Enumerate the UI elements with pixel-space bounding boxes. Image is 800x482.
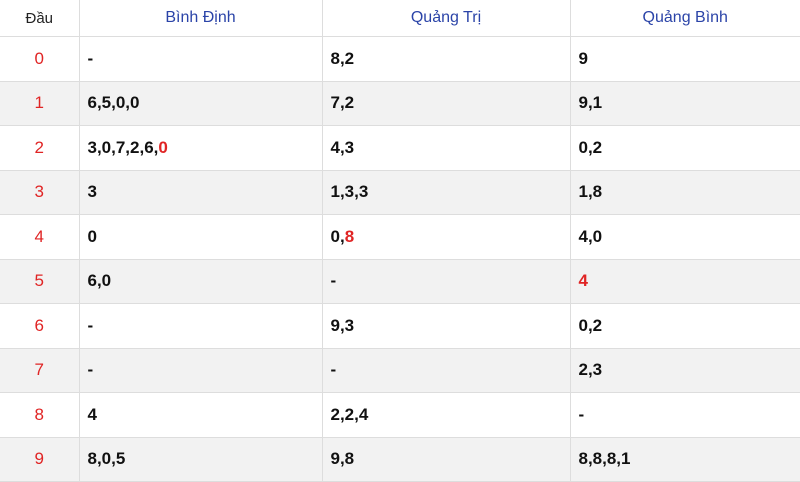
quang-binh-cell: - <box>570 392 800 438</box>
binh-dinh-cell: 8,0,5 <box>79 437 323 482</box>
quang-tri-cell: 7,2 <box>322 81 571 126</box>
table-row: 6- 9,3 0,2 <box>0 303 800 349</box>
binh-dinh-cell: - <box>79 303 323 349</box>
table-row: 8 4 2,2,4 - <box>0 392 800 438</box>
table-row: 1 6,5,0,0 7,2 9,1 <box>0 81 800 126</box>
quang-binh-cell: 1,8 <box>570 170 800 215</box>
quang-tri-cell: 9,3 <box>322 303 571 349</box>
number-text: 0 <box>87 226 97 246</box>
table-row: 7- -2,3 <box>0 348 800 393</box>
quang-binh-cell: 8,8,8,1 <box>570 437 800 482</box>
binh-dinh-cell: 4 <box>79 392 323 438</box>
dau-cell: 3 <box>0 170 80 215</box>
number-text: 8,8,8,1 <box>578 449 631 469</box>
quang-tri-cell: 0,8 <box>322 214 571 260</box>
quang-tri-cell: 2,2,4 <box>322 392 571 438</box>
dau-cell: 9 <box>0 437 80 482</box>
number-text: 7,2 <box>330 93 355 113</box>
number-text: 8,0,5 <box>87 449 126 469</box>
highlighted-number: 8 <box>344 226 355 246</box>
number-text: 9,8 <box>330 449 355 469</box>
number-text: 8,2 <box>330 48 355 68</box>
table-row: 0- 8,2 9 <box>0 36 800 82</box>
quang-tri-cell: 9,8 <box>322 437 571 482</box>
quang-binh-cell: 4 <box>570 259 800 304</box>
table-row: 2 3,0,7,2,6,0 4,3 0,2 <box>0 125 800 171</box>
dau-cell: 2 <box>0 125 80 171</box>
binh-dinh-cell: 0 <box>79 214 323 260</box>
number-text: 3,0,7,2,6, <box>87 137 159 157</box>
quang-binh-cell: 0,2 <box>570 303 800 349</box>
table-row: 5 6,0 - 4 <box>0 259 800 304</box>
header-binh-dinh[interactable]: Bình Định <box>79 0 323 37</box>
header-dau: Đầu <box>0 0 80 37</box>
header-quang-tri[interactable]: Quảng Trị <box>322 0 571 37</box>
number-text: 0,2 <box>578 315 603 335</box>
table-row: 4 0 0,8 4,0 <box>0 214 800 260</box>
number-text: - <box>87 315 94 335</box>
quang-tri-cell: 4,3 <box>322 125 571 171</box>
binh-dinh-cell: - <box>79 36 323 82</box>
number-text: 1,8 <box>578 182 603 202</box>
number-text: 6,0 <box>87 271 112 291</box>
quang-binh-cell: 0,2 <box>570 125 800 171</box>
quang-tri-cell: - <box>322 259 571 304</box>
number-text: - <box>87 48 94 68</box>
number-text: 9,3 <box>330 315 355 335</box>
number-text: 4 <box>87 404 97 424</box>
dau-cell: 1 <box>0 81 80 126</box>
dau-cell: 4 <box>0 214 80 260</box>
number-text: 3 <box>87 182 97 202</box>
table-header-row: Đầu Bình Định Quảng Trị Quảng Bình <box>0 0 800 37</box>
binh-dinh-cell: 6,5,0,0 <box>79 81 323 126</box>
quang-tri-cell: 8,2 <box>322 36 571 82</box>
quang-tri-cell: 1,3,3 <box>322 170 571 215</box>
dau-cell: 5 <box>0 259 80 304</box>
quang-binh-cell: 9 <box>570 36 800 82</box>
number-text: - <box>330 360 337 380</box>
quang-binh-cell: 9,1 <box>570 81 800 126</box>
binh-dinh-cell: 6,0 <box>79 259 323 304</box>
number-text: 6,5,0,0 <box>87 93 140 113</box>
number-text: - <box>578 404 585 424</box>
binh-dinh-cell: 3,0,7,2,6,0 <box>79 125 323 171</box>
number-text: 2,3 <box>578 360 603 380</box>
table-row: 3 3 1,3,3 1,8 <box>0 170 800 215</box>
quang-tri-cell: - <box>322 348 571 393</box>
number-text: 4,0 <box>578 226 603 246</box>
table-body: 0-8,2 9 1 6,5,0,0 7,2 9,1 2 3,0,7,2,6,0 4,3 0,2 3 3… <box>0 36 800 482</box>
quang-binh-cell: 2,3 <box>570 348 800 393</box>
dau-cell: 6 <box>0 303 80 349</box>
number-text: - <box>330 271 337 291</box>
number-text: 2,2,4 <box>330 404 369 424</box>
number-text: 9 <box>578 48 588 68</box>
dau-cell: 8 <box>0 392 80 438</box>
highlighted-number: 4 <box>578 271 588 291</box>
number-text: - <box>87 360 94 380</box>
dau-cell: 7 <box>0 348 80 393</box>
number-text: 4,3 <box>330 137 355 157</box>
binh-dinh-cell: - <box>79 348 323 393</box>
dau-cell: 0 <box>0 36 80 82</box>
table-row: 9 8,0,5 9,8 8,8,8,1 <box>0 437 800 482</box>
number-text: 9,1 <box>578 93 603 113</box>
binh-dinh-cell: 3 <box>79 170 323 215</box>
number-text: 1,3,3 <box>330 182 369 202</box>
quang-binh-cell: 4,0 <box>570 214 800 260</box>
highlighted-number: 0 <box>158 137 168 157</box>
number-text: 0, <box>330 226 345 246</box>
header-quang-binh[interactable]: Quảng Bình <box>570 0 800 37</box>
number-text: 0,2 <box>578 137 603 157</box>
